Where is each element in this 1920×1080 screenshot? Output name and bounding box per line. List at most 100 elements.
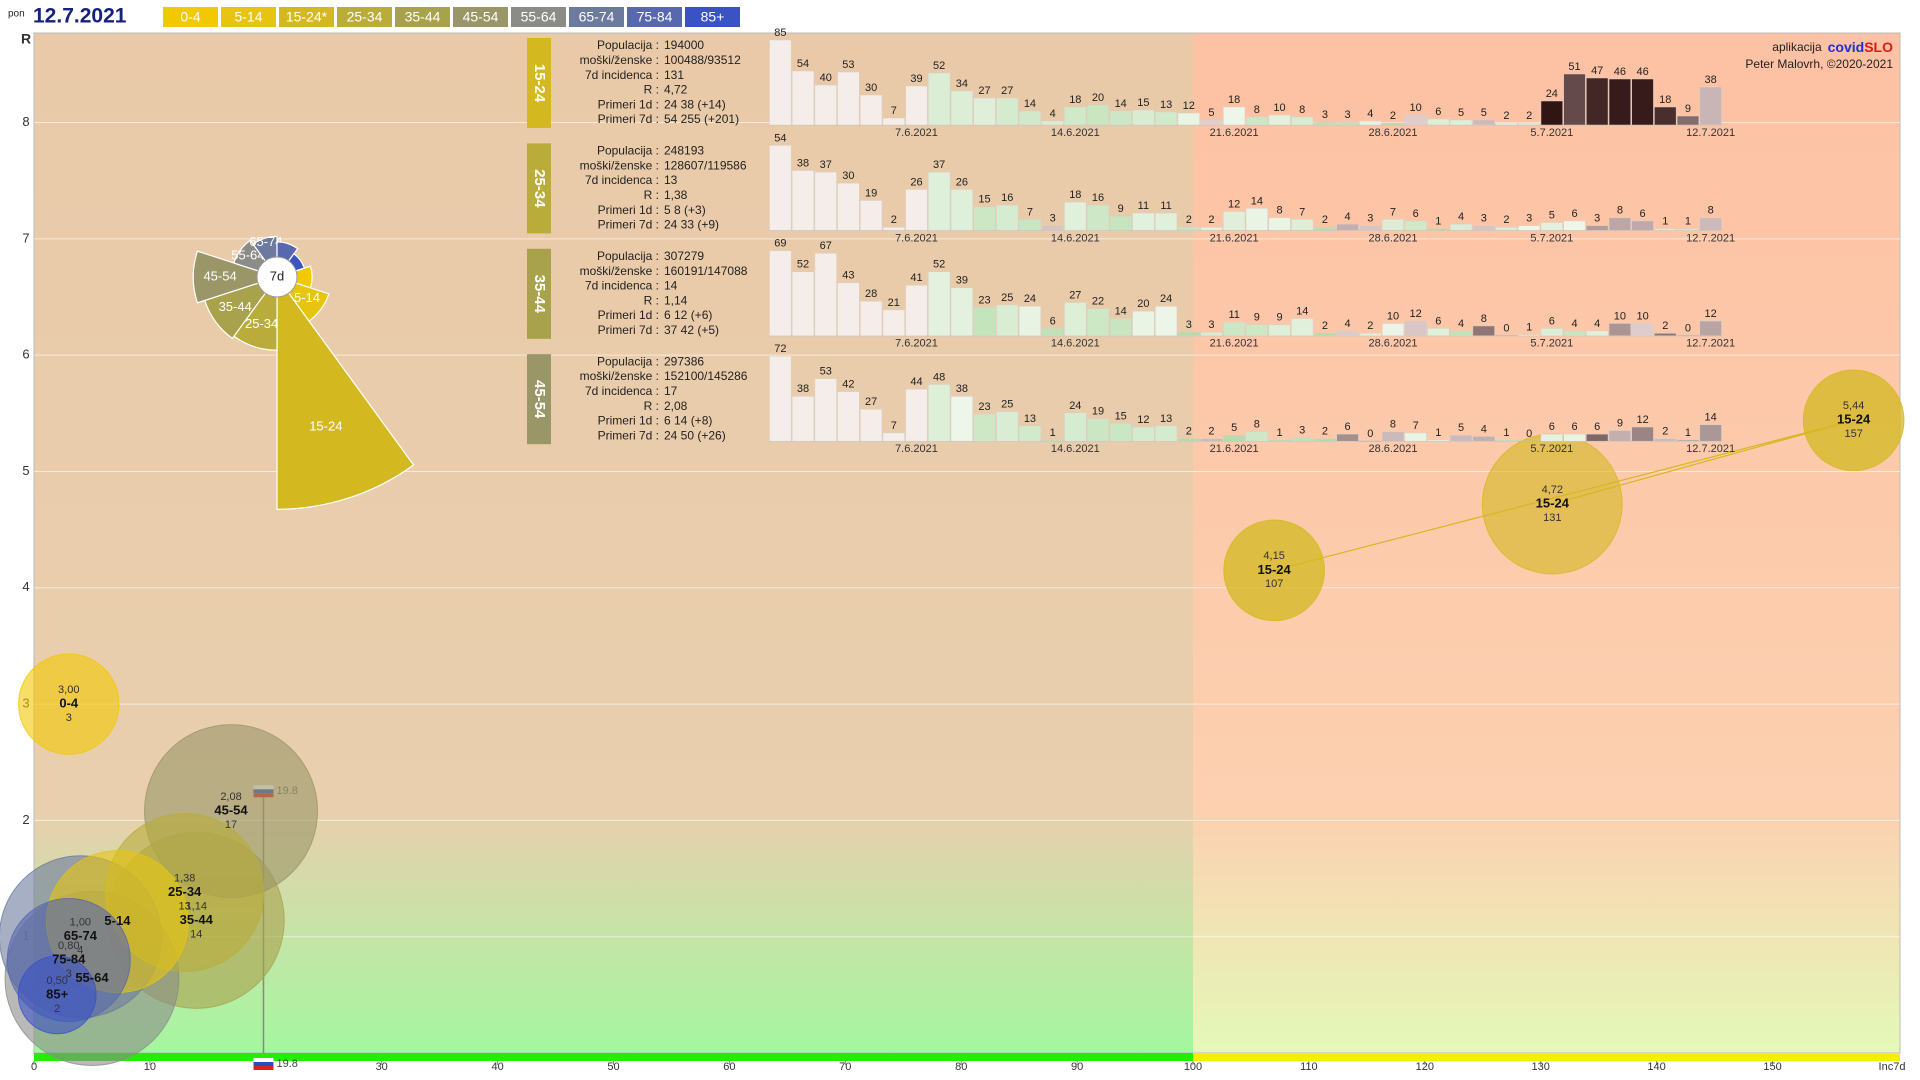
bar-label: 1 [1662,216,1668,228]
legend-label[interactable]: 55-64 [521,9,557,25]
y-tick-label: 2 [22,812,29,827]
bar [1586,433,1609,442]
legend-label[interactable]: 25-34 [347,9,383,25]
bubble-name: 25-34 [168,884,202,899]
rose-label: 5-14 [294,290,320,305]
bar-label: 1 [1685,427,1691,439]
bar-label: 9 [1685,103,1691,115]
info-value: 6 12 (+6) [664,308,712,322]
bar [1245,208,1268,231]
date-label: 7.6.2021 [895,338,938,350]
legend-label[interactable]: 85+ [701,9,725,25]
bar [769,250,792,337]
bar [1154,212,1178,231]
legend-label[interactable]: 75-84 [637,9,673,25]
x-tick-label: 0 [31,1061,37,1073]
bar-label: 22 [1092,296,1104,308]
info-value: 24 50 (+26) [664,428,726,442]
bar-label: 13 [1160,99,1172,111]
bar-label: 67 [820,240,832,252]
legend-chip[interactable] [685,7,740,27]
bar [950,90,973,126]
info-key: moški/ženske : [580,158,659,172]
bar [1200,227,1223,231]
bar-label: 27 [865,396,877,408]
date-label: 21.6.2021 [1210,338,1259,350]
bar-label: 7 [891,105,897,117]
legend-label[interactable]: 0-4 [180,9,200,25]
bar-label: 40 [820,72,832,84]
legend-chip[interactable] [453,7,508,27]
date-label: 5.7.2021 [1530,127,1573,139]
bar [1631,78,1654,126]
bar [1109,423,1132,442]
info-key: R : [644,188,659,202]
bar [1177,331,1200,337]
bubble-r-label: 0,50 [46,975,67,987]
bar-label: 13 [1160,413,1172,425]
info-key: R : [644,83,659,97]
legend-label[interactable]: 35-44 [405,9,441,25]
legend-chip[interactable] [569,7,624,27]
legend-label[interactable]: 45-54 [463,9,499,25]
bubble-x-label: 3 [66,968,72,980]
bar [882,432,905,442]
info-value: 100488/93512 [664,53,741,67]
legend-chip[interactable] [337,7,392,27]
bar-label: 3 [1322,109,1328,121]
bar [1676,228,1700,231]
bar-label: 6 [1571,421,1577,433]
bar [1631,323,1654,337]
bar [1200,331,1223,337]
bar [1200,438,1223,442]
legend-chip[interactable] [163,7,218,27]
bar [1472,119,1495,126]
bubble-x-label: 14 [190,928,202,940]
bar-label: 6 [1435,315,1441,327]
bar [1086,204,1110,231]
bar [1041,225,1064,231]
bar [1359,120,1382,126]
bar [791,271,815,337]
info-value: 297386 [664,354,704,368]
bar-label: 54 [797,58,809,70]
bar [1132,109,1155,126]
x-tick-label: 100 [1184,1061,1202,1073]
bar-label: 10 [1410,102,1422,114]
bar-label: 16 [1092,192,1104,204]
legend-chip[interactable] [279,7,334,27]
bubble-r-label: 1,14 [186,900,207,912]
bar-label: 2 [1503,110,1509,122]
bar-label: 24 [1546,88,1558,100]
bar-label: 4 [1345,211,1351,223]
legend-label[interactable]: 65-74 [579,9,615,25]
bar-label: 4 [1594,318,1600,330]
bar-label: 30 [842,170,854,182]
bar-label: 27 [1001,85,1013,97]
legend-chip[interactable] [395,7,450,27]
bar-label: 10 [1614,310,1626,322]
bubble-name: 0-4 [59,696,79,711]
bar-label: 41 [910,272,922,284]
bar-label: 34 [956,78,968,90]
bubble-name: 35-44 [180,912,214,927]
legend-chip[interactable] [627,7,682,27]
legend-chip[interactable] [511,7,566,27]
bar-label: 4 [1481,423,1487,435]
bar [1291,318,1314,337]
bar [1404,220,1427,231]
bar [1177,112,1200,126]
info-value: 128607/119586 [664,158,747,172]
bar-label: 46 [1614,66,1626,78]
reference-label: 19.8 [276,1058,297,1070]
bar-label: 3 [1345,109,1351,121]
bottom-band-high [1193,1053,1900,1061]
bar [1654,228,1677,231]
legend-label[interactable]: 15-24* [286,9,328,25]
bar [1608,217,1631,231]
bubble-r-label: 0,80 [58,940,79,952]
bar-label: 0 [1685,323,1691,335]
legend-chip[interactable] [221,7,276,27]
legend-label[interactable]: 5-14 [234,9,262,25]
